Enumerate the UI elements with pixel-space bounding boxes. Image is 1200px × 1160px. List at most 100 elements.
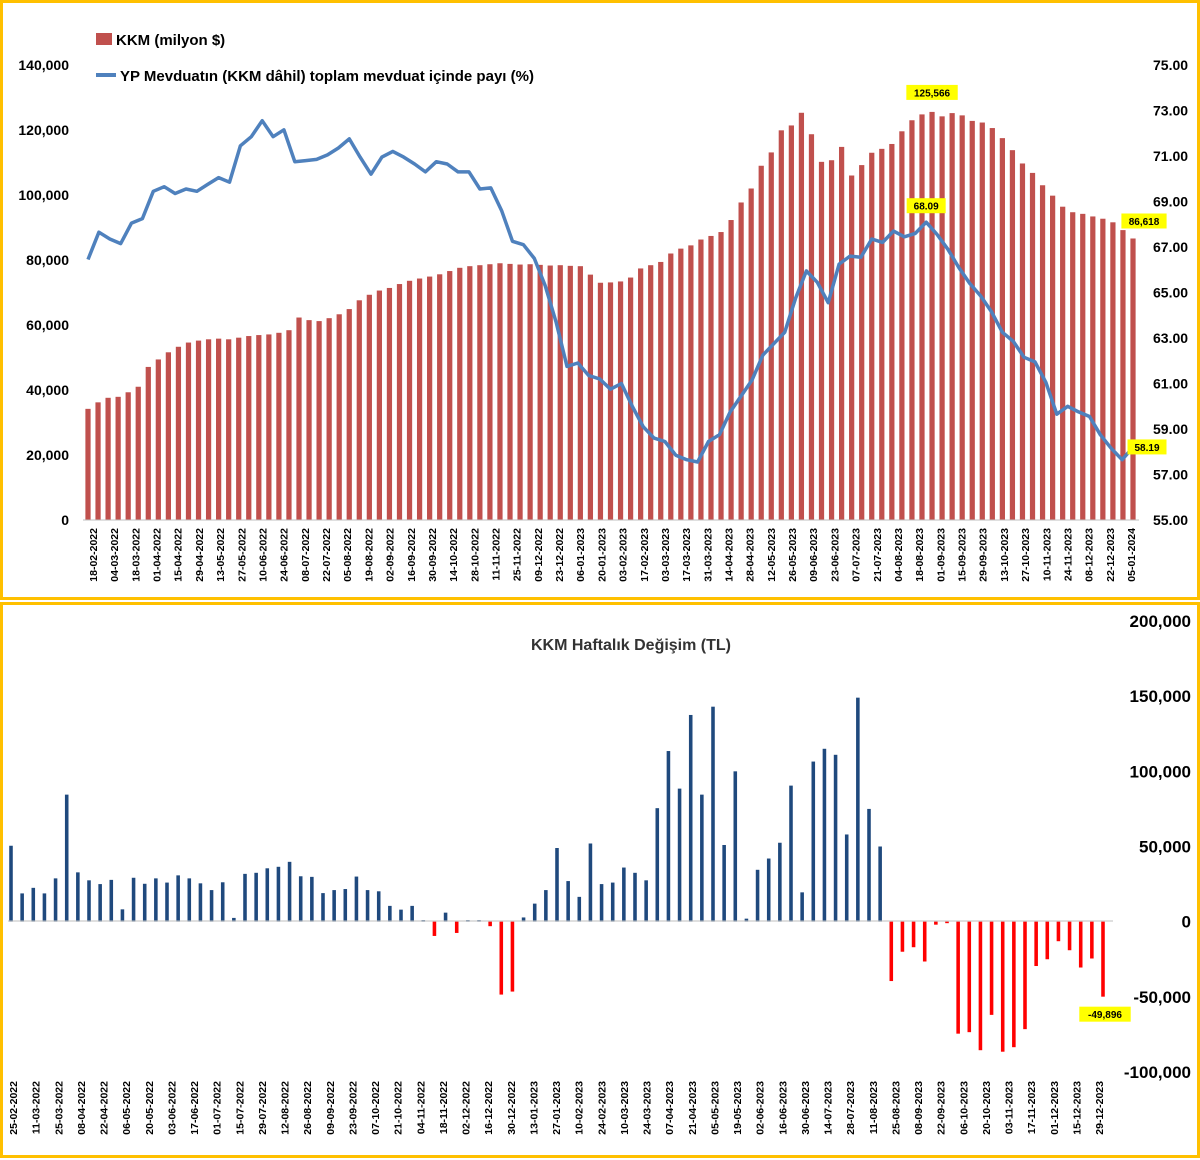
x-tick-label: 07-07-2023	[851, 528, 863, 582]
kkm-bar	[246, 336, 252, 520]
positive-bar	[243, 873, 247, 922]
x-tick-label: 22-07-2022	[321, 528, 333, 582]
kkm-bar	[969, 120, 975, 521]
kkm-bar	[517, 264, 523, 520]
positive-bar	[298, 876, 303, 922]
callouts: 125,566 86,618 68.09 58.19	[906, 84, 1167, 455]
x-tick-label: 26-08-2022	[302, 1081, 314, 1135]
x-tick-label: 27-01-2023	[551, 1081, 563, 1135]
last-change-callout: -49,896	[1088, 1010, 1122, 1021]
x-tick-label: 18-08-2023	[914, 528, 926, 582]
kkm-usd-chart: KKM (milyon $) YP Mevduatın (KKM dâhil) …	[18, 32, 1188, 582]
positive-bar	[633, 872, 637, 922]
x-tick-label: 10-02-2023	[574, 1081, 586, 1135]
x-tick-label: 14-04-2023	[724, 528, 736, 582]
chart-title: KKM Haftalık Değişim (TL)	[531, 637, 731, 654]
kkm-bar	[989, 128, 995, 521]
legend: KKM (milyon $) YP Mevduatın (KKM dâhil) …	[96, 32, 534, 85]
yp-peak-callout-bg	[906, 198, 946, 214]
chart-panel-kkm-weekly: KKM Haftalık Değişim (TL) 200,000 150,000…	[0, 602, 1200, 1158]
kkm-bar	[788, 125, 794, 520]
x-tick-label: 07-04-2023	[664, 1081, 676, 1135]
y-tick: 0	[1182, 913, 1191, 932]
positive-bar	[87, 880, 91, 922]
kkm-bar	[396, 284, 403, 520]
positive-bar	[878, 846, 882, 922]
y-tick: 150,000	[1130, 687, 1191, 706]
positive-bar	[521, 917, 526, 922]
kkm-bar	[437, 274, 443, 520]
x-tick-label: 12-05-2023	[766, 528, 778, 582]
positive-bar	[688, 714, 693, 922]
kkm-bar	[1090, 216, 1096, 520]
x-tick-label: 10-03-2023	[619, 1081, 631, 1135]
negative-bar	[900, 921, 905, 952]
positive-bar	[700, 794, 704, 922]
negative-bar	[989, 921, 994, 1015]
kkm-bar	[929, 111, 935, 521]
positive-bar	[98, 884, 102, 922]
x-tick-label: 08-12-2023	[1084, 528, 1096, 582]
negative-bar	[1034, 921, 1038, 967]
x-tick-label: 30-09-2022	[427, 528, 439, 582]
x-tick-label: 11-08-2023	[868, 1081, 880, 1134]
x-tick-label: 24-02-2023	[596, 1081, 608, 1135]
kkm-bar	[658, 261, 664, 520]
x-tick-label: 27-10-2023	[1020, 528, 1032, 582]
positive-bar	[388, 905, 392, 922]
kkm-bar	[296, 317, 302, 520]
y-right-tick: 59.00	[1153, 421, 1188, 437]
x-tick-label: 13-10-2023	[999, 528, 1011, 582]
kkm-bar	[919, 114, 925, 521]
kkm-bar	[808, 134, 815, 520]
negative-bar	[1045, 921, 1050, 960]
x-tick-label: 09-12-2022	[533, 528, 545, 582]
kkm-bar	[216, 338, 222, 520]
negative-bar	[889, 921, 894, 982]
kkm-bar	[869, 152, 875, 520]
kkm-bar	[698, 239, 704, 520]
positive-bar	[800, 892, 804, 922]
kkm-bar	[678, 248, 684, 520]
x-tick-label: 14-07-2023	[823, 1081, 835, 1135]
positive-bar	[532, 903, 537, 922]
x-tick-label: 03-03-2023	[660, 528, 672, 582]
x-tick-label: 03-11-2023	[1004, 1081, 1016, 1134]
x-tick-label: 04-08-2023	[893, 528, 905, 582]
y-axis-right: 200,000 150,000 100,000 50,000 0 -50,000 -100,…	[1124, 612, 1191, 1082]
x-tick-label: 24-06-2022	[279, 528, 291, 582]
positive-bar	[198, 883, 203, 922]
x-tick-label: 02-09-2022	[385, 528, 397, 582]
x-tick-label: 25-11-2022	[512, 528, 524, 581]
x-tick-label: 13-01-2023	[528, 1081, 540, 1135]
positive-bar	[655, 808, 660, 922]
kkm-bar	[1009, 150, 1016, 520]
x-tick-label: 19-08-2022	[363, 528, 375, 582]
y-right-tick: 69.00	[1153, 194, 1188, 210]
negative-bar	[1012, 921, 1016, 1048]
kkm-bar	[889, 143, 895, 520]
x-tick-label: 05-01-2024	[1126, 528, 1138, 582]
kkm-bar	[487, 264, 493, 520]
y-tick: 200,000	[1130, 612, 1191, 631]
kkm-bar	[427, 276, 433, 520]
y-axis-right: 75.00 73.00 71.00 69.00 67.00 65.00 63.00 61.00…	[1153, 57, 1188, 528]
x-tick-label: 01-04-2022	[152, 528, 164, 582]
x-tick-label: 16-12-2022	[483, 1081, 495, 1135]
yp-share-polyline	[86, 118, 1135, 464]
kkm-bar	[316, 321, 322, 520]
y-left-tick: 100,000	[18, 187, 69, 203]
positive-bar	[20, 893, 24, 922]
kkm-bar	[728, 220, 734, 520]
positive-bar	[577, 896, 582, 922]
x-tick-label: 14-10-2022	[448, 528, 460, 582]
x-tick-label: 31-03-2023	[702, 528, 714, 582]
negative-bar	[499, 921, 504, 995]
kkm-bar	[1100, 218, 1106, 520]
kkm-bar	[336, 314, 342, 520]
kkm-bar	[85, 408, 91, 520]
x-tick-label: 09-06-2023	[808, 528, 820, 582]
positive-bar	[187, 878, 192, 922]
yp-last-callout: 58.19	[1134, 443, 1159, 454]
yp-share-line	[86, 118, 1135, 464]
